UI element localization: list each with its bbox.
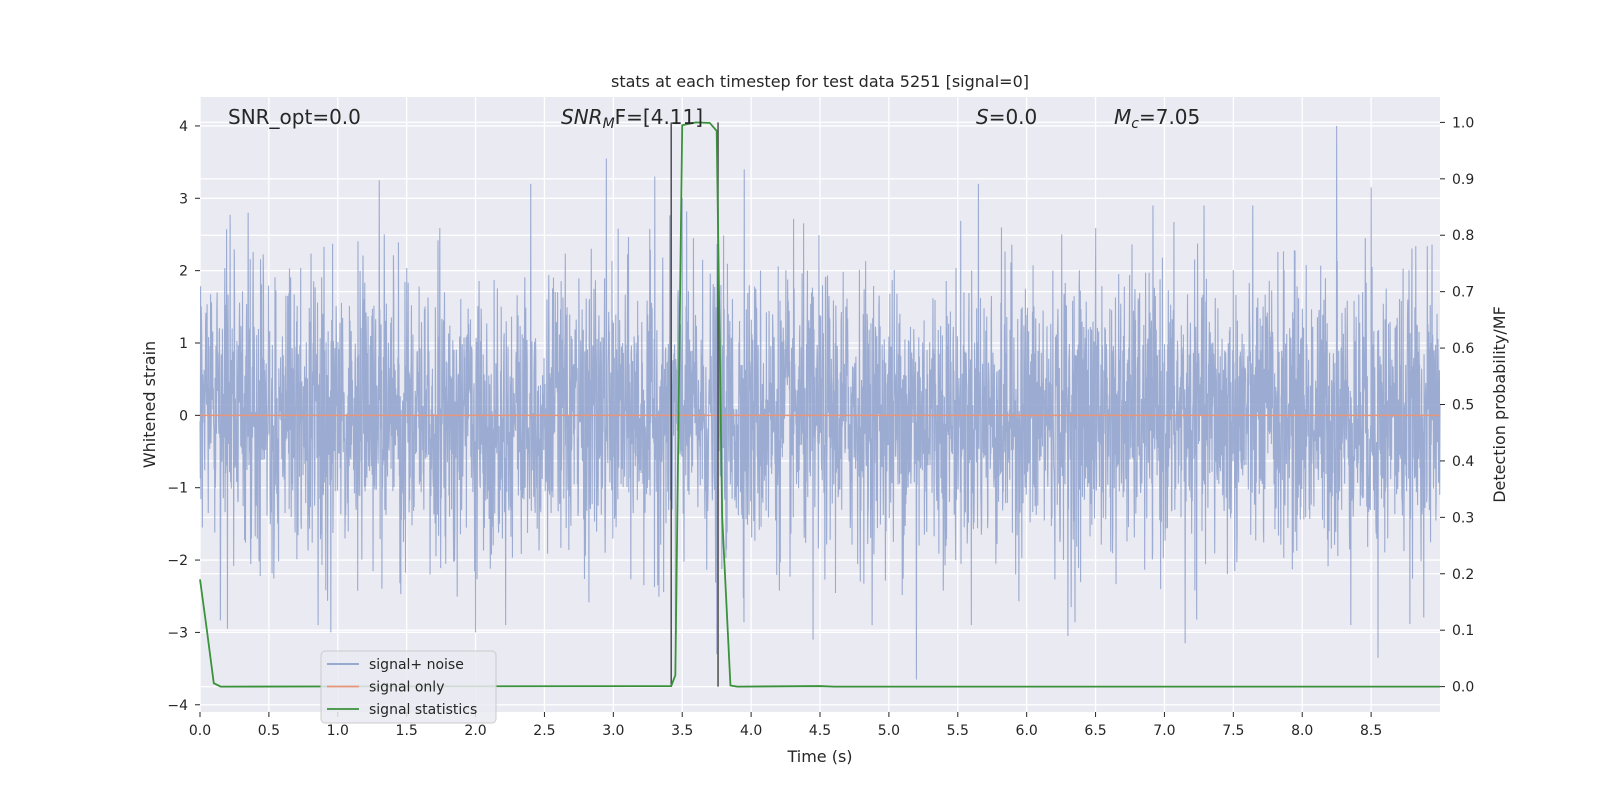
legend-label: signal only (369, 680, 444, 696)
annotation-snr-opt: SNR_opt=0.0 (228, 105, 361, 129)
y2-tick-label: 0.9 (1452, 172, 1474, 188)
y2-tick-label: 0.7 (1452, 285, 1474, 301)
annotation-s-rest: =0.0 (989, 105, 1038, 129)
series-line-signal-noise (199, 125, 1441, 680)
legend-box (320, 650, 497, 724)
x-tick-label: 4.0 (740, 723, 762, 739)
x-tick-label: 7.0 (1153, 723, 1175, 739)
x-tick-label: 3.0 (602, 723, 624, 739)
x-tick-label: 2.5 (533, 723, 555, 739)
x-tick-label: 1.5 (396, 723, 418, 739)
y2-axis-ticks: 1.0 0.9 0.8 0.7 0.6 0.5 0.4 0.3 0.2 0.1 0.0 (1440, 115, 1474, 696)
y-tick-label: 1 (179, 336, 188, 352)
y-tick-label: 2 (179, 264, 188, 280)
annotation-s-main: S (976, 105, 989, 129)
y-tick-label: 3 (179, 191, 188, 207)
y-tick-label: 0 (179, 408, 188, 424)
y-tick-label: −4 (167, 698, 188, 714)
annotation-mc-sub: c (1131, 116, 1139, 132)
annotation-snr-mf: SNRMF=[4.11] (561, 105, 703, 132)
x-tick-label: 6.0 (1016, 723, 1038, 739)
x-tick-label: 1.0 (327, 723, 349, 739)
series-signal-statistics (199, 121, 1440, 688)
x-tick-label: 3.5 (671, 723, 693, 739)
y-tick-label: −2 (167, 553, 188, 569)
y-axis-label: Whitened strain (140, 341, 159, 468)
y2-tick-label: 0.3 (1452, 510, 1474, 526)
annotation-snr-mf-rest: F=[4.11] (615, 105, 703, 129)
x-tick-label: 5.5 (947, 723, 969, 739)
y-axis-ticks: 4 3 2 1 0 −1 −2 −3 −4 (167, 119, 200, 714)
annotation-snr-mf-main: SNR (561, 105, 603, 129)
x-tick-label: 2.0 (464, 723, 486, 739)
y2-tick-label: 0.4 (1452, 454, 1474, 470)
series-line-signal-statistics (199, 121, 1440, 688)
x-tick-label: 5.0 (878, 723, 900, 739)
annotation-mc-rest: =7.05 (1139, 105, 1200, 129)
y2-tick-label: 0.6 (1452, 341, 1474, 357)
y2-tick-label: 0.5 (1452, 398, 1474, 414)
y2-tick-label: 0.8 (1452, 228, 1474, 244)
y2-tick-label: 0.0 (1452, 680, 1474, 696)
y2-tick-label: 1.0 (1452, 115, 1474, 131)
annotation-mc-main: M (1114, 105, 1131, 129)
legend-label: signal+ noise (369, 657, 464, 673)
y2-tick-label: 0.2 (1452, 567, 1474, 583)
x-axis-ticks: 0.0 0.5 1.0 1.5 2.0 2.5 3.0 3.5 4.0 4.5 5.0 5.5 6.0 6… (189, 712, 1382, 739)
x-tick-label: 8.5 (1360, 723, 1382, 739)
y-tick-label: 4 (179, 119, 188, 135)
annotation-snr-mf-sub: M (603, 116, 615, 132)
series-signal-noise (199, 125, 1441, 680)
x-tick-label: 8.0 (1291, 723, 1313, 739)
x-tick-label: 6.5 (1084, 723, 1106, 739)
x-axis-label: Time (s) (786, 747, 852, 766)
y2-axis-label: Detection probability/MF (1490, 306, 1509, 503)
y2-tick-label: 0.1 (1452, 623, 1474, 639)
x-tick-label: 0.0 (189, 723, 211, 739)
y-tick-label: −3 (167, 625, 188, 641)
x-tick-label: 0.5 (258, 723, 280, 739)
legend-label: signal statistics (369, 702, 477, 718)
x-tick-label: 7.5 (1222, 723, 1244, 739)
annotation-mc: Mc=7.05 (1114, 105, 1200, 132)
legend: signal+ noise signal only signal statistic… (320, 650, 497, 724)
y-tick-label: −1 (167, 481, 188, 497)
chart-title: stats at each timestep for test data 525… (611, 72, 1029, 91)
x-tick-label: 4.5 (809, 723, 831, 739)
annotation-s: S=0.0 (976, 105, 1037, 129)
